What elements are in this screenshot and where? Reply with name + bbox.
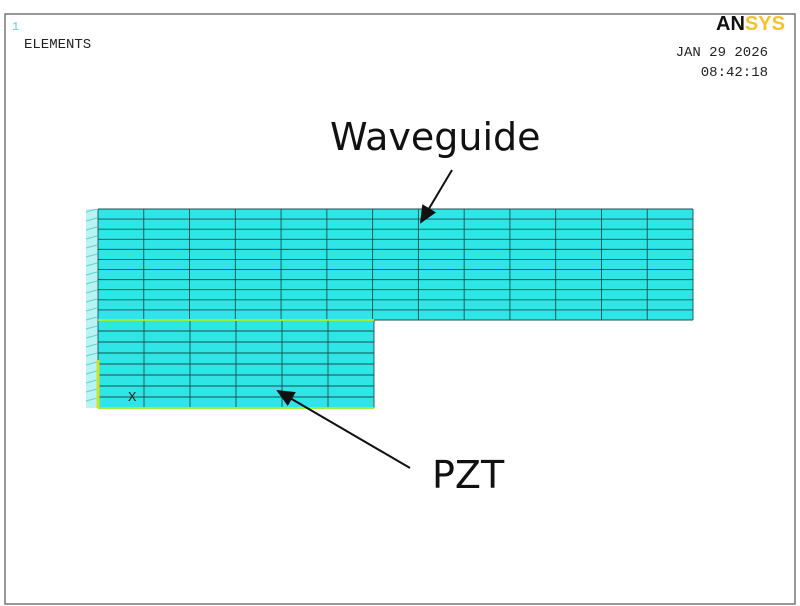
mesh: [85, 208, 694, 409]
boundary-strip: [86, 209, 98, 408]
waveguide-region: [98, 209, 693, 320]
boundary-symbol: [85, 388, 98, 393]
window-number: 1: [12, 20, 19, 34]
arrow-waveguide: [419, 169, 453, 224]
plot-label: ELEMENTS: [24, 37, 91, 53]
boundary-symbol: [85, 217, 98, 222]
logo: ANSYS: [716, 13, 785, 35]
boundary-symbol: [85, 253, 98, 258]
boundary-symbol: [85, 208, 98, 213]
boundary-symbol: [85, 361, 98, 366]
boundary-symbol: [85, 226, 98, 231]
boundary-symbol: [85, 397, 98, 402]
boundary-symbol: [85, 244, 98, 249]
boundary-symbol: [85, 325, 98, 330]
arrow-pzt: [276, 389, 411, 469]
boundary-symbol: [85, 352, 98, 357]
boundary-symbol: [85, 334, 98, 339]
boundary-symbol: [85, 370, 98, 375]
boundary-symbol: [85, 280, 98, 285]
boundary-symbol: [85, 379, 98, 384]
boundary-symbol: [85, 262, 98, 267]
waveguide-label: Waveguide: [330, 115, 541, 159]
boundary-symbol: [85, 235, 98, 240]
boundary-symbol: [85, 307, 98, 312]
logo-part1: AN: [716, 13, 745, 35]
date: JAN 29 2026: [676, 45, 768, 61]
boundary-symbol: [85, 316, 98, 321]
time: 08:42:18: [701, 65, 768, 81]
boundary-symbol: [85, 343, 98, 348]
axis-x-label: X: [128, 390, 137, 406]
logo-part2: SYS: [745, 13, 785, 35]
pzt-label: PZT: [432, 453, 505, 497]
boundary-symbol: [85, 298, 98, 303]
boundary-symbol: [85, 289, 98, 294]
boundary-symbol: [85, 271, 98, 276]
